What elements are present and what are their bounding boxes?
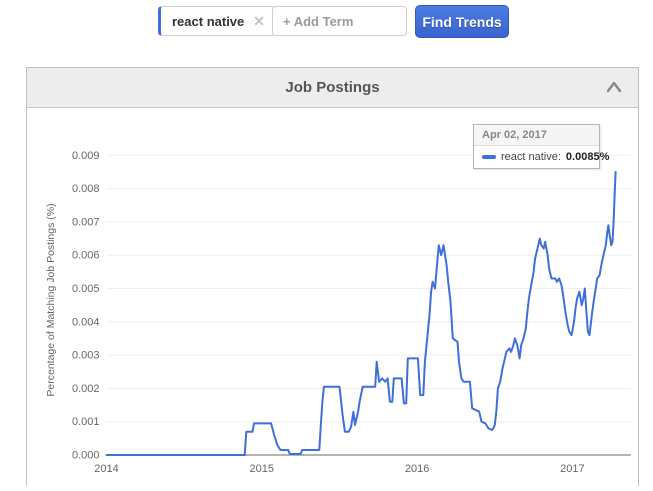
y-tick-label: 0.008 — [72, 183, 100, 195]
x-tick-label: 2015 — [250, 463, 274, 475]
x-tick-label: 2017 — [560, 463, 584, 475]
trend-chart[interactable]: 0.000 0.001 0.002 0.003 0.004 0.005 0.006 0.007… — [27, 108, 638, 486]
y-tick-label: 0.000 — [72, 450, 100, 462]
remove-term-icon[interactable]: ✕ — [253, 13, 265, 29]
y-tick-label: 0.006 — [72, 250, 100, 262]
y-tick-label: 0.004 — [72, 316, 100, 328]
y-tick-label: 0.007 — [72, 216, 100, 228]
y-tick-label: 0.005 — [72, 283, 100, 295]
search-toolbar: react native ✕ Find Trends — [0, 0, 653, 48]
y-tick-label: 0.001 — [72, 416, 100, 428]
trend-chart-svg: 0.000 0.001 0.002 0.003 0.004 0.005 0.006 0.007… — [45, 150, 631, 475]
term-chip[interactable]: react native ✕ — [158, 6, 276, 36]
y-tick-label: 0.009 — [72, 150, 100, 162]
tooltip-series-label: react native: — [501, 151, 561, 163]
panel-header: Job Postings — [27, 68, 638, 108]
y-tick-label: 0.003 — [72, 350, 100, 362]
y-tick-label: 0.002 — [72, 383, 100, 395]
y-axis-title: Percentage of Matching Job Postings (%) — [45, 203, 57, 396]
series-swatch-icon — [482, 155, 496, 159]
job-postings-panel: Job Postings 0.000 0.001 0.002 0.003 0.004 0.… — [26, 67, 639, 486]
term-chip-label: react native — [172, 13, 245, 29]
tooltip-body: react native: 0.0085% — [474, 146, 609, 168]
tooltip-date: Apr 02, 2017 — [474, 125, 599, 146]
x-tick-label: 2014 — [94, 463, 118, 475]
x-tick-label: 2016 — [405, 463, 429, 475]
trend-line — [105, 170, 617, 456]
find-trends-button[interactable]: Find Trends — [415, 5, 509, 38]
chevron-up-icon[interactable] — [606, 81, 622, 93]
panel-title: Job Postings — [285, 79, 380, 96]
chart-tooltip: Apr 02, 2017 react native: 0.0085% — [473, 124, 609, 169]
tooltip-value: 0.0085% — [565, 151, 610, 163]
add-term-input[interactable] — [272, 6, 407, 36]
